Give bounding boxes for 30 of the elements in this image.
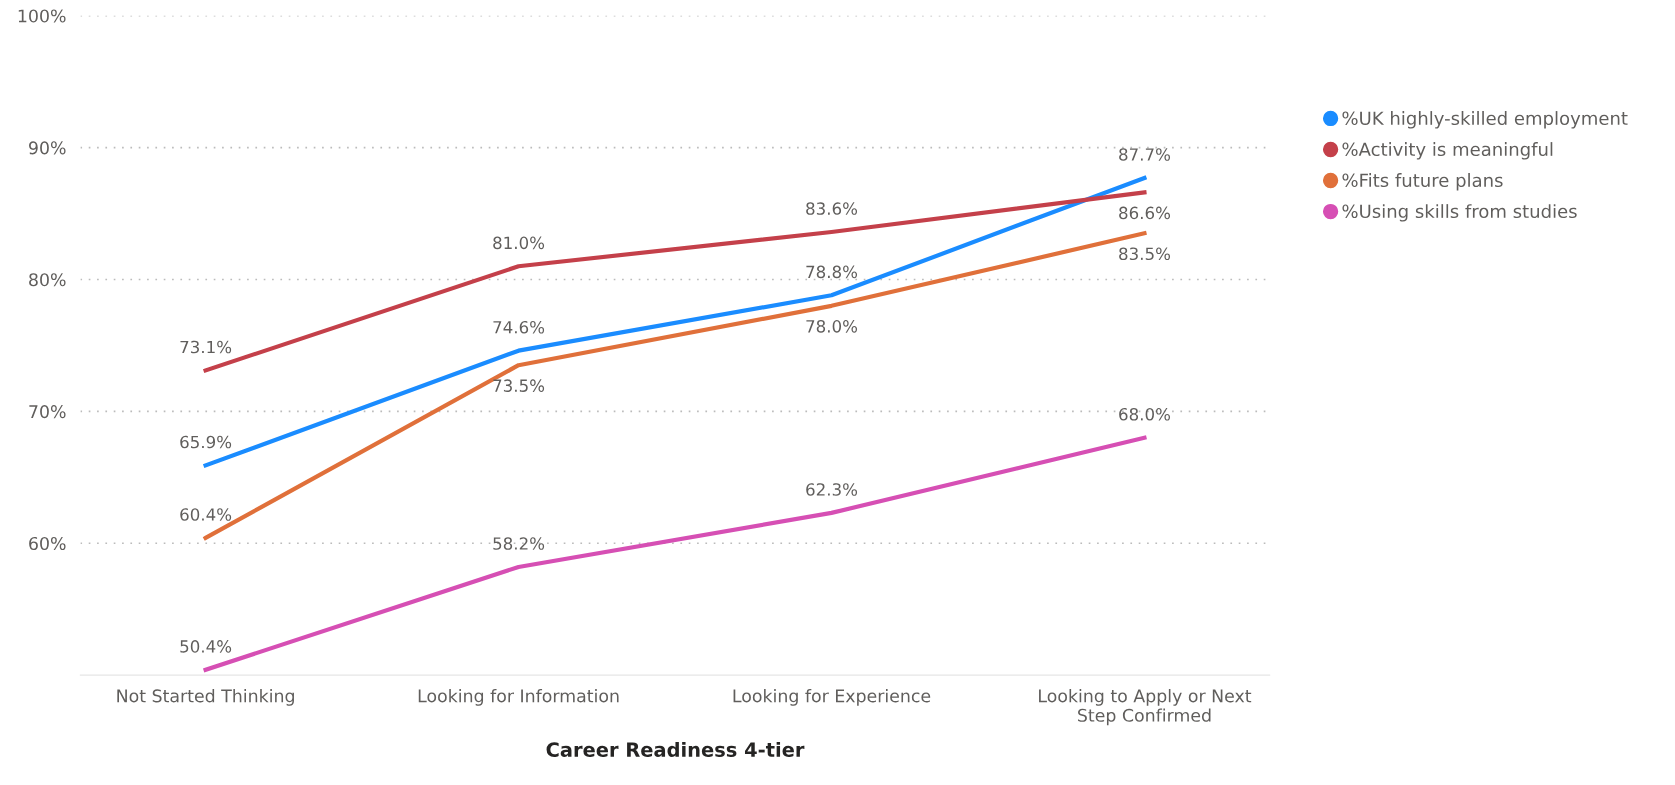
x-axis-title: Career Readiness 4-tier [546,741,805,757]
x-tick-label: Looking for Information [418,688,619,706]
data-label: 68.0% [1119,407,1171,421]
y-tick-label: 100% [18,9,66,23]
legend-label: %Using skills from studies [1342,204,1577,222]
data-label: 83.5% [1119,247,1171,261]
x-tick-label: Looking to Apply or Next Step Confirmed [1039,688,1252,726]
y-tick-label: 60% [29,536,66,551]
data-label: 78.0% [806,320,858,333]
data-label: 87.7% [1119,148,1171,161]
x-tick-label: Looking for Experience [733,688,931,706]
data-label: 81.0% [493,236,545,250]
data-label: 86.6% [1119,206,1171,220]
data-label: 73.1% [180,340,232,354]
y-tick-label: 80% [29,273,66,287]
data-label: 73.5% [493,379,545,392]
data-label: 83.6% [806,202,858,215]
y-tick-label: 90% [29,141,66,155]
x-tick-label: Not Started Thinking [117,688,294,706]
data-label: 65.9% [180,435,232,449]
data-label: 62.3% [806,483,858,496]
data-label: 60.4% [180,508,232,521]
legend-label: %Activity is meaningful [1342,142,1553,160]
legend-label: %UK highly-skilled employment [1342,111,1628,129]
data-label: 50.4% [180,640,232,653]
data-label: 58.2% [493,537,545,550]
legend-label: %Fits future plans [1342,173,1503,191]
data-label: 74.6% [493,320,545,334]
data-label: 78.8% [806,265,858,279]
y-tick-label: 70% [29,405,66,419]
